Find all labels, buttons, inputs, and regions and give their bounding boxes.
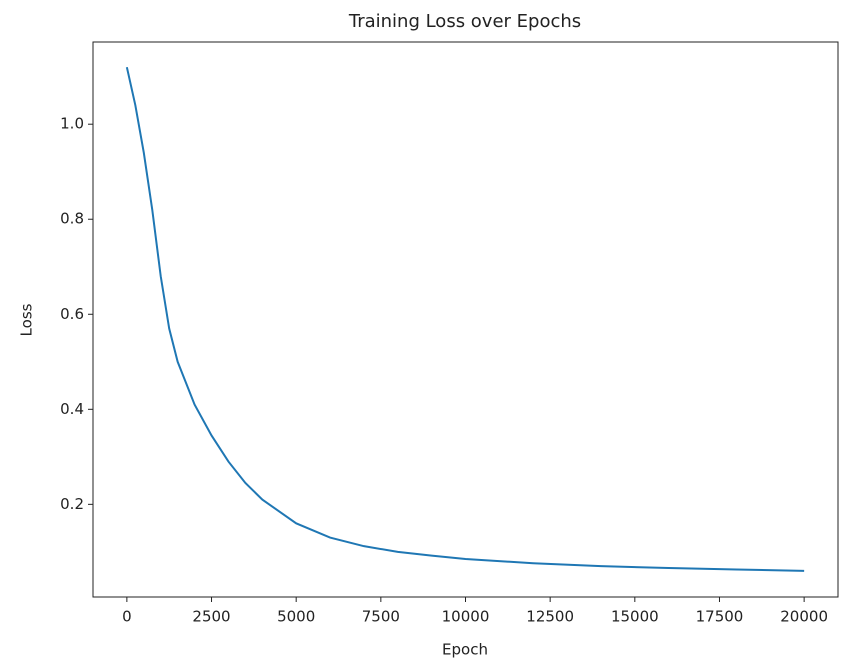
plot-frame <box>92 41 839 598</box>
y-axis-label: Loss <box>18 303 36 336</box>
x-tick-label: 20000 <box>780 608 828 626</box>
x-tick-label: 10000 <box>442 608 490 626</box>
x-tick-label: 12500 <box>526 608 574 626</box>
x-tick-label: 15000 <box>611 608 659 626</box>
y-tick-label: 0.6 <box>60 305 84 323</box>
y-tick-label: 0.4 <box>60 400 84 418</box>
line-series <box>125 66 805 572</box>
x-tick-label: 5000 <box>277 608 315 626</box>
y-tick-label: 1.0 <box>60 115 84 133</box>
y-tick-label: 0.8 <box>60 210 84 228</box>
x-tick-label: 17500 <box>696 608 744 626</box>
x-tick-label: 7500 <box>362 608 400 626</box>
chart-title: Training Loss over Epochs <box>348 11 581 32</box>
x-tick-label: 2500 <box>192 608 230 626</box>
y-tick-label: 0.2 <box>60 495 84 513</box>
x-tick-label: 0 <box>122 608 132 626</box>
x-axis-label: Epoch <box>442 641 488 659</box>
